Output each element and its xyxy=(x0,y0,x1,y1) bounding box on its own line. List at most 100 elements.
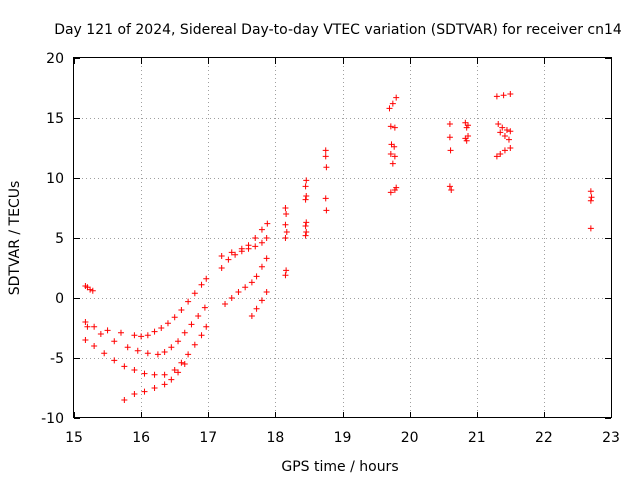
data-point xyxy=(495,121,502,127)
data-point xyxy=(185,298,192,305)
data-point xyxy=(303,177,310,184)
data-point xyxy=(144,350,151,357)
plot-frame xyxy=(73,57,612,418)
data-point xyxy=(323,207,330,214)
data-point xyxy=(264,220,271,227)
y-tick-label: 10 xyxy=(46,171,64,187)
data-point xyxy=(141,388,148,395)
series-cluster-18.15 xyxy=(282,205,290,279)
data-point xyxy=(302,196,309,203)
data-point xyxy=(282,221,289,228)
data-point xyxy=(82,337,89,343)
data-point xyxy=(389,160,396,167)
data-point xyxy=(391,143,398,150)
data-point xyxy=(195,313,202,319)
data-point xyxy=(302,223,309,229)
y-tick-label: -5 xyxy=(50,351,64,367)
data-point xyxy=(497,129,504,136)
data-point xyxy=(198,281,205,288)
data-point xyxy=(463,124,470,131)
data-point xyxy=(131,332,138,339)
data-point xyxy=(323,164,330,171)
data-point xyxy=(263,255,270,262)
data-point xyxy=(387,189,394,196)
data-point xyxy=(175,369,182,376)
data-point xyxy=(185,351,192,358)
series-track-9 xyxy=(248,289,270,319)
data-point xyxy=(503,127,510,133)
data-point xyxy=(588,194,595,201)
data-point xyxy=(188,321,195,328)
data-point xyxy=(171,314,178,321)
data-point xyxy=(141,370,148,377)
data-point xyxy=(322,147,329,154)
data-point xyxy=(232,251,239,258)
data-point xyxy=(391,153,398,160)
data-point xyxy=(258,297,265,304)
data-point xyxy=(252,235,259,241)
y-tick-label: -10 xyxy=(41,411,64,427)
data-point xyxy=(253,305,260,312)
x-axis-title: GPS time / hours xyxy=(281,459,398,475)
data-point xyxy=(101,350,108,357)
data-point xyxy=(161,349,168,355)
data-point xyxy=(91,323,98,330)
data-point xyxy=(191,341,198,348)
data-point xyxy=(161,381,168,388)
data-point xyxy=(117,329,124,336)
series-cluster-18.75 xyxy=(322,147,330,214)
data-point xyxy=(235,289,242,295)
data-point xyxy=(138,333,145,340)
axis-ticks xyxy=(74,58,612,419)
data-point xyxy=(218,253,225,259)
data-point xyxy=(258,263,265,270)
data-point xyxy=(104,327,111,334)
data-point xyxy=(178,307,185,313)
data-point xyxy=(507,128,514,135)
series-cluster-20.6 xyxy=(446,121,455,193)
y-tick-label: 20 xyxy=(46,51,64,67)
data-point xyxy=(283,229,290,235)
data-point xyxy=(191,290,198,297)
data-point xyxy=(446,183,453,190)
data-point xyxy=(393,94,400,101)
x-tick-label: 20 xyxy=(401,430,419,446)
data-point xyxy=(507,91,514,97)
data-point xyxy=(203,275,210,282)
data-point xyxy=(178,359,185,366)
data-point xyxy=(448,187,455,193)
data-point xyxy=(497,151,504,157)
data-point xyxy=(386,105,393,112)
data-point xyxy=(387,123,394,130)
data-point xyxy=(242,284,249,291)
data-point xyxy=(91,343,98,349)
data-point xyxy=(505,136,512,143)
data-point xyxy=(446,134,453,141)
data-point xyxy=(198,332,205,339)
data-point xyxy=(111,338,118,345)
data-point xyxy=(493,93,500,100)
data-point xyxy=(258,239,265,246)
grid-lines xyxy=(74,58,611,418)
y-tick-label: 5 xyxy=(55,231,64,247)
data-point xyxy=(463,137,470,144)
data-point xyxy=(253,273,260,280)
data-point xyxy=(248,279,255,286)
series-track-8 xyxy=(222,255,270,307)
data-point xyxy=(493,153,500,160)
data-point xyxy=(158,325,165,331)
data-point xyxy=(82,319,89,325)
y-axis-title: SDTVAR / TECUs xyxy=(7,181,23,296)
series-cluster-19.75 xyxy=(386,94,400,196)
x-tick-label: 21 xyxy=(468,430,486,446)
data-point xyxy=(282,205,289,211)
data-point xyxy=(168,376,175,383)
data-point xyxy=(97,331,104,337)
data-point xyxy=(587,197,594,204)
series-track-2 xyxy=(82,275,210,340)
x-tick-labels: 15 16 17 18 19 20 21 22 23 xyxy=(65,430,620,446)
data-point xyxy=(89,287,96,294)
data-point xyxy=(228,249,235,256)
data-point xyxy=(507,145,514,151)
